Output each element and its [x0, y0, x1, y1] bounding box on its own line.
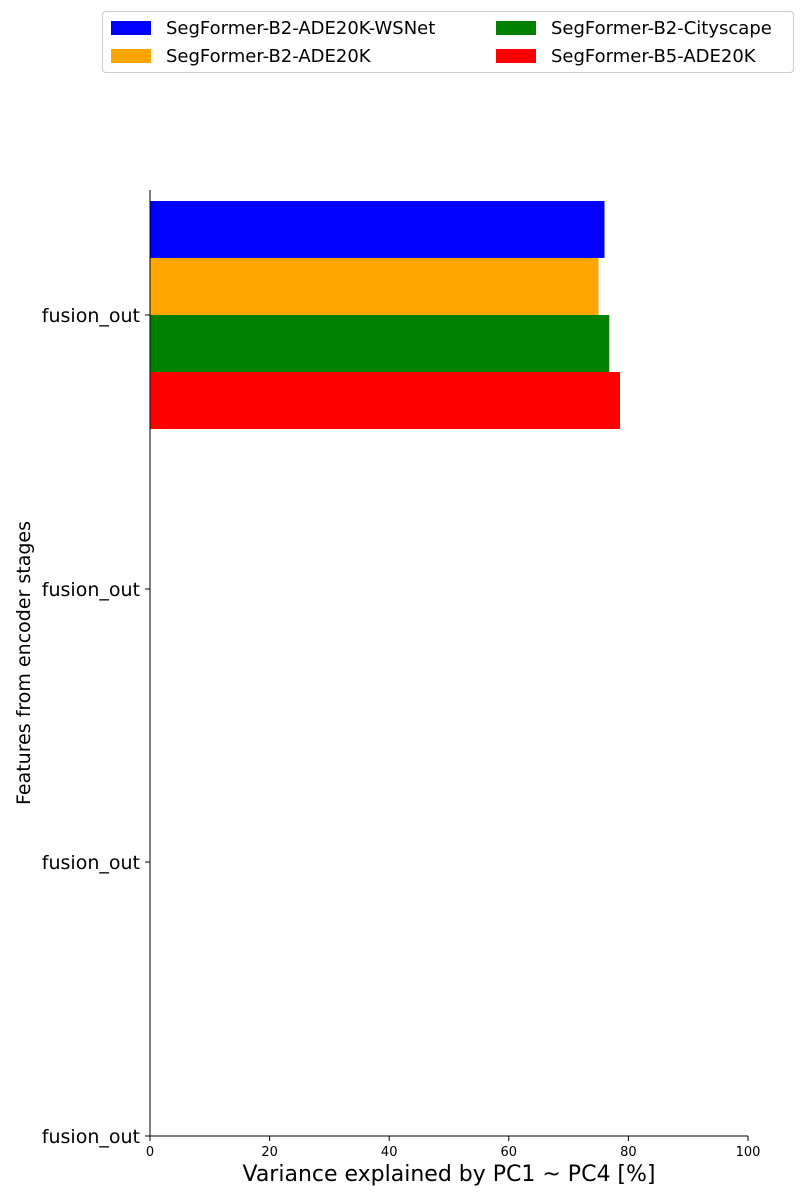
- legend-item-cityscape: SegFormer-B2-Cityscape: [496, 17, 772, 39]
- y-tick-label-0: fusion_out: [42, 305, 140, 327]
- x-tick-label-2: 40: [381, 1145, 398, 1160]
- bar-1-0: [150, 258, 599, 315]
- bar-3-0: [150, 372, 621, 429]
- legend-swatch-cityscape: [496, 21, 536, 35]
- y-tick-label-3: fusion_out: [42, 1126, 140, 1148]
- x-tick-label-0: 0: [146, 1145, 154, 1160]
- legend-label-wsnet: SegFormer-B2-ADE20K-WSNet: [166, 17, 436, 39]
- legend-item-ade20k: SegFormer-B2-ADE20K: [111, 45, 371, 67]
- legend-swatch-wsnet: [111, 21, 151, 35]
- y-ticks: fusion_out fusion_out fusion_out fusion_out: [42, 305, 150, 1148]
- bar-0-0: [150, 201, 605, 258]
- y-tick-label-2: fusion_out: [42, 852, 140, 874]
- legend-swatch-b5: [496, 49, 536, 63]
- x-tick-label-1: 20: [261, 1145, 278, 1160]
- bar-2-0: [150, 315, 610, 372]
- legend-item-wsnet: SegFormer-B2-ADE20K-WSNet: [111, 17, 435, 39]
- legend-item-b5: SegFormer-B5-ADE20K: [496, 45, 756, 67]
- x-tick-label-4: 80: [620, 1145, 637, 1160]
- x-tick-label-3: 60: [501, 1145, 518, 1160]
- y-axis-label: Features from encoder stages: [13, 521, 35, 805]
- legend-label-b5: SegFormer-B5-ADE20K: [551, 45, 756, 67]
- x-ticks: 0 20 40 60 80 100: [146, 1136, 761, 1160]
- x-tick-label-5: 100: [736, 1145, 761, 1160]
- legend: SegFormer-B2-ADE20K-WSNet SegFormer-B2-C…: [102, 11, 794, 73]
- legend-label-cityscape: SegFormer-B2-Cityscape: [551, 17, 772, 39]
- y-tick-label-1: fusion_out: [42, 579, 140, 601]
- bars-layer: [150, 201, 621, 429]
- legend-swatch-ade20k: [111, 49, 151, 63]
- x-axis-label: Variance explained by PC1 ~ PC4 [%]: [242, 1162, 655, 1187]
- legend-label-ade20k: SegFormer-B2-ADE20K: [166, 45, 371, 67]
